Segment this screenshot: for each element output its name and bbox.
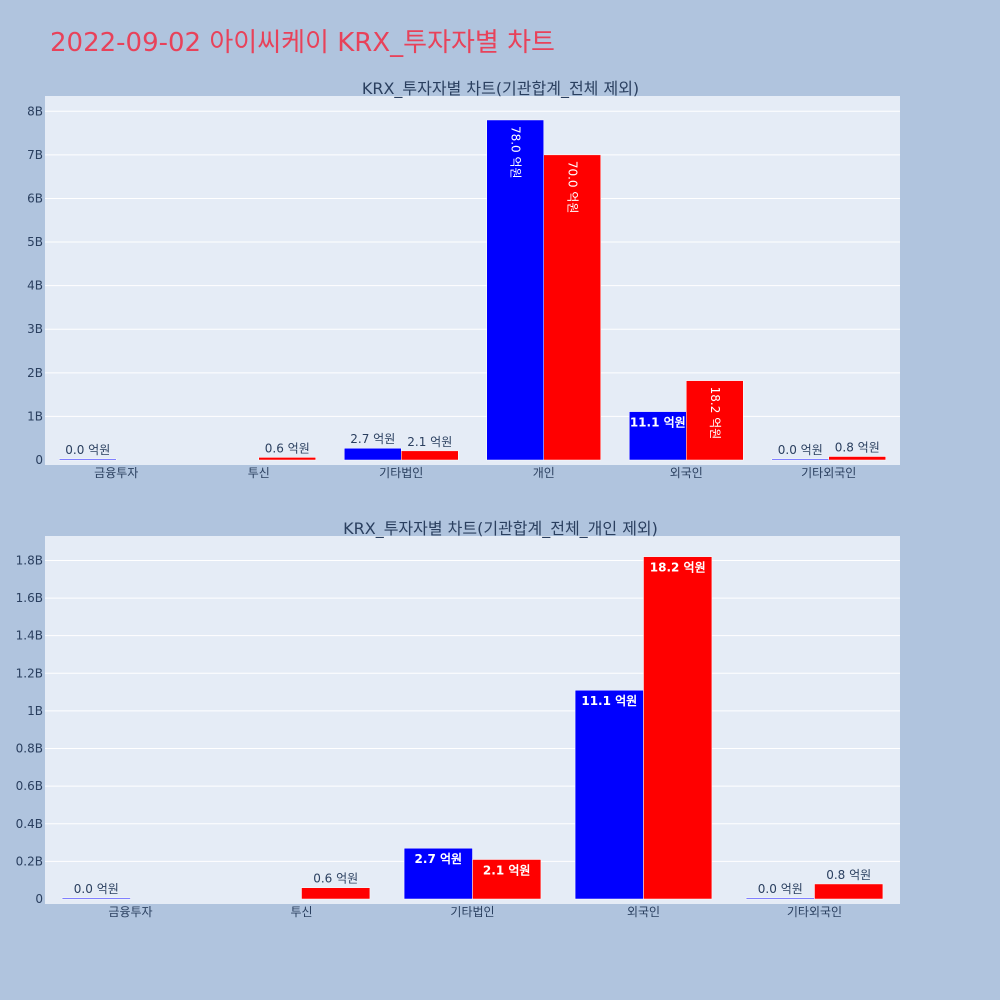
y-tick-label: 1B <box>27 704 43 718</box>
bar <box>643 556 713 900</box>
page-title: 2022-09-02 아이씨케이 KRX_투자자별 차트 <box>50 28 555 58</box>
x-tick-label: 외국인 <box>627 905 660 919</box>
x-tick-label: 기타법인 <box>450 905 494 919</box>
bar <box>828 456 886 461</box>
chart-title: KRX_투자자별 차트(기관합계_전체_개인 제외) <box>343 519 658 539</box>
y-tick-label: 6B <box>27 191 43 205</box>
y-tick-label: 8B <box>27 104 43 118</box>
chart-excluding-individuals: KRX_투자자별 차트(기관합계_전체_개인 제외) 0 0.2B 0.4B 0.6B 0… <box>16 519 900 919</box>
data-label: 18.2 억원 <box>708 387 722 440</box>
bar <box>61 897 131 900</box>
bar <box>344 447 402 461</box>
y-tick-label: 4B <box>27 279 43 293</box>
y-tick-label: 1.4B <box>16 629 43 643</box>
chart-title: KRX_투자자별 차트(기관합계_전체 제외) <box>362 79 639 99</box>
bar <box>686 380 744 461</box>
bar <box>814 883 884 900</box>
data-label: 0.0 억원 <box>778 443 823 457</box>
bar <box>574 689 644 900</box>
data-label: 2.7 억원 <box>350 432 395 446</box>
bar <box>771 458 829 461</box>
y-tick-label: 7B <box>27 148 43 162</box>
bar <box>543 154 601 461</box>
x-tick-label: 기타외국인 <box>801 466 856 480</box>
data-label: 70.0 억원 <box>565 161 579 214</box>
y-tick-label: 0 <box>35 453 43 467</box>
data-label: 0.0 억원 <box>74 882 119 896</box>
data-label: 0.6 억원 <box>265 441 310 455</box>
y-tick-label: 1.6B <box>16 591 43 605</box>
y-tick-label: 1.2B <box>16 666 43 680</box>
data-label: 2.7 억원 <box>415 852 463 866</box>
plot-area <box>45 96 900 465</box>
data-label: 18.2 억원 <box>650 561 706 575</box>
bar <box>486 119 544 461</box>
y-tick-label: 2B <box>27 366 43 380</box>
y-tick-label: 0.4B <box>16 817 43 831</box>
bar <box>745 897 815 900</box>
x-tick-label: 기타외국인 <box>787 905 842 919</box>
data-label: 0.0 억원 <box>758 882 803 896</box>
bar <box>258 457 316 461</box>
data-label: 2.1 억원 <box>407 435 452 449</box>
data-label: 0.6 억원 <box>313 872 358 886</box>
bar <box>472 859 542 900</box>
x-tick-label: 금융투자 <box>108 905 152 919</box>
data-label: 0.8 억원 <box>826 868 871 882</box>
y-tick-label: 0.6B <box>16 779 43 793</box>
y-tick-label: 5B <box>27 235 43 249</box>
y-tick-label: 0.8B <box>16 742 43 756</box>
data-label: 11.1 억원 <box>630 416 686 430</box>
plot-area <box>45 536 900 904</box>
bar <box>301 887 371 900</box>
data-label: 0.8 억원 <box>835 441 880 455</box>
bar <box>59 458 117 461</box>
x-tick-label: 기타법인 <box>379 466 423 480</box>
x-tick-label: 투신 <box>290 905 312 919</box>
data-label: 2.1 억원 <box>483 864 531 878</box>
y-tick-label: 3B <box>27 322 43 336</box>
bar <box>403 847 473 900</box>
x-tick-label: 개인 <box>533 466 555 480</box>
data-label: 78.0 억원 <box>508 126 522 179</box>
x-tick-label: 외국인 <box>670 466 703 480</box>
chart-all-investors: KRX_투자자별 차트(기관합계_전체 제외) 0 1B 2B 3B 4B 5B 6B 7B 8B… <box>27 79 900 480</box>
y-tick-label: 1.8B <box>16 553 43 567</box>
x-tick-label: 금융투자 <box>94 466 138 480</box>
bar <box>629 411 687 461</box>
data-label: 0.0 억원 <box>65 443 110 457</box>
data-label: 11.1 억원 <box>581 694 637 708</box>
y-tick-label: 0.2B <box>16 854 43 868</box>
bar <box>401 450 459 461</box>
y-tick-label: 0 <box>35 892 43 906</box>
x-tick-label: 투신 <box>248 466 270 480</box>
y-tick-label: 1B <box>27 409 43 423</box>
